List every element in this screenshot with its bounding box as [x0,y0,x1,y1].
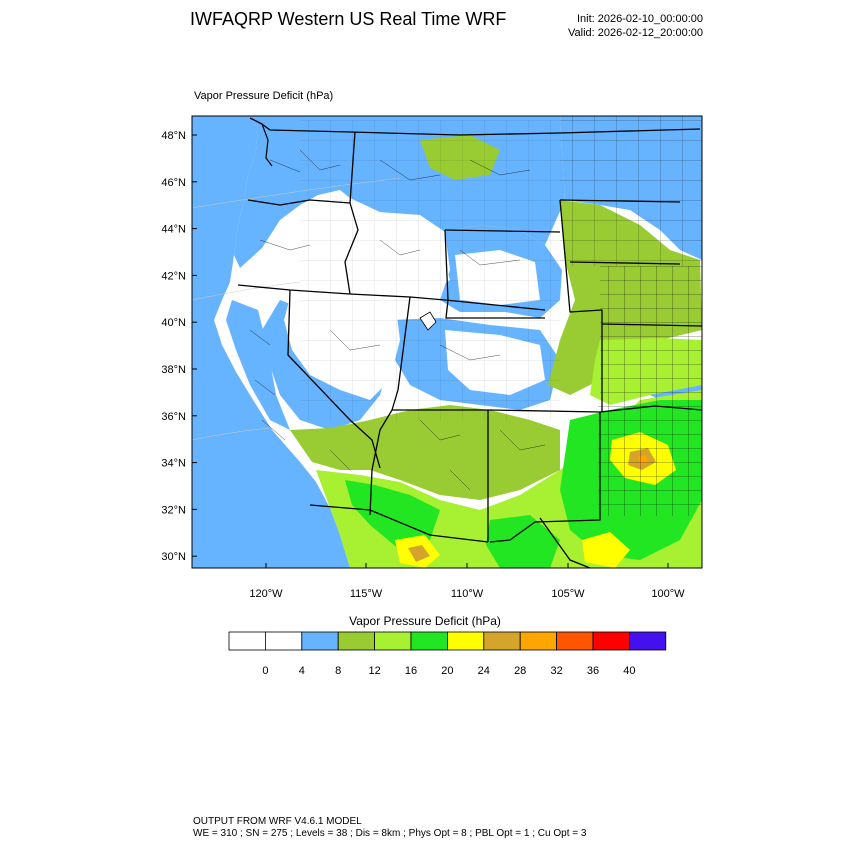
puget-sound [261,123,273,167]
colorbar-swatch [519,631,558,651]
vpd-region-20-chihuahua [486,515,560,568]
colorbar-swatch [483,631,521,651]
colorbar-label: 16 [405,665,417,677]
lat-tick-label: 38°N [161,364,186,376]
plot-title: IWFAQRP Western US Real Time WRF [190,9,507,29]
graticule [192,177,401,441]
colorbar-label: 28 [514,665,526,677]
model-settings: WE = 310 ; SN = 275 ; Levels = 38 ; Dis … [193,828,587,839]
latitude-axis: 48°N 46°N 44°N 42°N 40°N 38°N 36°N 34°N 32°N 30°N [161,130,197,563]
lat-tick-label: 46°N [161,177,186,189]
map-frame [191,115,703,569]
vpd-region-8-coast [226,300,290,430]
map-field-label: Vapor Pressure Deficit (hPa) [194,90,334,102]
lon-tick-label: 120°W [249,588,283,600]
map-panel [192,116,702,568]
vpd-region-12-south [290,405,560,500]
colorbar-swatch [556,631,594,651]
colorbar-swatch [410,631,448,651]
colorbar-label: 12 [368,665,380,677]
county-lines-plains [600,266,702,406]
colorbar-swatch [337,631,376,651]
lat-tick-label: 30°N [161,551,186,563]
vpd-region-24-coahuila [582,532,630,568]
lat-tick-label: 48°N [161,130,186,142]
colorbar-label: 32 [550,665,562,677]
colorbar-swatch [228,631,266,651]
colorbar-label: 20 [441,665,453,677]
lon-tick-label: 115°W [350,588,383,600]
lat-tick-label: 44°N [161,224,186,236]
great-salt-lake [419,311,437,331]
state-boundaries [237,117,702,568]
colorbar: 0 4 8 12 16 20 24 28 32 36 40 [228,631,667,677]
colorbar-swatch [446,631,485,651]
lat-tick-label: 42°N [161,270,186,282]
vpd-region-28-sonora [408,545,430,562]
colorbar-swatch [301,631,339,651]
lat-tick-label: 32°N [161,504,186,516]
lon-tick-label: 100°W [651,588,685,600]
colorbar-swatch [629,631,667,651]
colorbar-swatch [374,631,412,651]
colorbar-swatch [264,631,303,651]
valid-time: Valid: 2026-02-12_20:00:00 [568,27,703,39]
lat-tick-label: 34°N [161,458,186,470]
lon-tick-label: 110°W [451,588,484,600]
colorbar-label: 40 [623,665,635,677]
county-lines-dakotas [560,116,702,266]
county-lines-texas [598,406,702,516]
colorbar-title: Vapor Pressure Deficit (hPa) [349,614,501,628]
colorbar-label: 24 [478,665,490,677]
lon-tick-label: 105°W [551,588,585,600]
colorbar-label: 0 [262,665,268,677]
colorbar-swatch [592,631,630,651]
lat-tick-label: 40°N [161,317,186,329]
vpd-region-20-arizona [345,480,440,550]
lat-tick-label: 36°N [161,411,186,423]
colorbar-label: 4 [299,665,305,677]
county-lines-west [300,120,560,420]
init-time: Init: 2026-02-10_00:00:00 [577,13,703,25]
colorbar-label: 8 [335,665,341,677]
longitude-axis: 120°W 115°W 110°W 105°W 100°W [249,563,685,600]
model-info: OUTPUT FROM WRF V4.6.1 MODEL [193,816,362,827]
colorbar-label: 36 [587,665,599,677]
pacific-ocean [192,116,350,568]
county-lines-interior [249,149,546,491]
